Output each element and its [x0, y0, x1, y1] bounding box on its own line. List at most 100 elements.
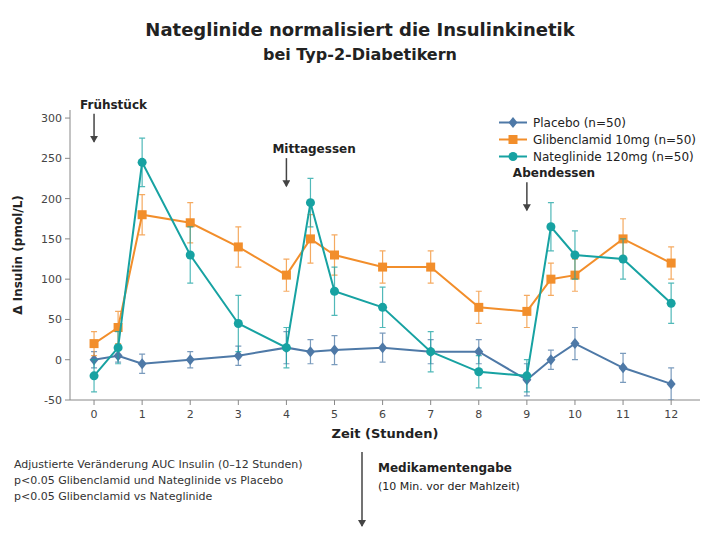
data-point [90, 371, 99, 380]
x-tick [382, 400, 383, 405]
data-point [546, 354, 555, 365]
data-point [546, 275, 555, 284]
x-tick [574, 400, 575, 405]
x-tick-label: 4 [283, 408, 290, 421]
data-point [474, 367, 483, 376]
data-point [306, 198, 315, 207]
dosing-arrow [361, 452, 363, 526]
y-tick [65, 359, 70, 360]
annotation-arrow [286, 158, 288, 186]
legend-marker [509, 135, 518, 144]
y-tick-label: 100 [41, 273, 62, 286]
y-tick [65, 319, 70, 320]
notes: Adjustierte Veränderung AUC Insulin (0–1… [14, 458, 302, 503]
data-point [474, 303, 483, 312]
data-point [306, 346, 315, 357]
data-point [619, 362, 628, 373]
x-tick [334, 400, 335, 405]
series [90, 138, 676, 392]
y-tick-label: 50 [48, 313, 62, 326]
legend-label: Placebo (n=50) [533, 116, 626, 130]
x-tick-label: 0 [91, 408, 98, 421]
note: p<0.05 Glibenclamid und Nateglinide vs P… [14, 474, 283, 487]
data-point [90, 339, 99, 348]
annotation-arrow [93, 114, 95, 142]
data-point [330, 345, 339, 356]
data-point [546, 222, 555, 231]
title: Nateglinide normalisiert die Insulinkine… [145, 19, 575, 40]
y-tick-label: 300 [41, 112, 62, 125]
y-tick-label: 250 [41, 152, 62, 165]
y-tick [65, 238, 70, 239]
legend-label: Nateglinide 120mg (n=50) [533, 150, 694, 164]
data-point [522, 371, 531, 380]
annotation-text: Frühstück [80, 98, 148, 112]
x-tick [190, 400, 191, 405]
data-point [426, 263, 435, 272]
x-tick [671, 400, 672, 405]
axes: -500501001502002503000123456789101112 [41, 110, 700, 421]
data-point [378, 342, 387, 353]
data-point [330, 251, 339, 260]
data-point [378, 263, 387, 272]
data-point [282, 271, 291, 280]
data-point [138, 358, 147, 369]
x-tick-label: 1 [139, 408, 146, 421]
x-tick [478, 400, 479, 405]
data-point [234, 319, 243, 328]
annotation-arrow [526, 182, 528, 210]
x-tick-label: 12 [664, 408, 678, 421]
data-point [186, 251, 195, 260]
x-tick-label: 8 [475, 408, 482, 421]
data-point [330, 287, 339, 296]
data-point [186, 218, 195, 227]
series [90, 328, 676, 401]
x-tick-label: 9 [523, 408, 530, 421]
y-tick-label: -50 [44, 394, 62, 407]
data-point [522, 307, 531, 316]
x-tick-label: 5 [331, 408, 338, 421]
legend-label: Glibenclamid 10mg (n=50) [533, 133, 696, 147]
x-tick [238, 400, 239, 405]
x-axis-label: Zeit (Stunden) [332, 426, 439, 441]
x-tick [430, 400, 431, 405]
x-tick [286, 400, 287, 405]
annotation-text: Abendessen [513, 166, 595, 180]
y-tick [65, 118, 70, 119]
dosing-text: (10 Min. vor der Mahlzeit) [378, 480, 520, 493]
y-axis-line [70, 110, 71, 400]
data-point [186, 354, 195, 365]
data-point [234, 242, 243, 251]
legend-marker [509, 152, 518, 161]
y-axis-label: Δ Insulin (pmol/L) [11, 195, 25, 315]
annotation-text: Mittagessen [272, 142, 355, 156]
data-point [570, 251, 579, 260]
data-point [282, 343, 291, 352]
x-tick-label: 10 [568, 408, 582, 421]
chart: Nateglinide normalisiert die Insulinkine… [0, 0, 720, 540]
data-point [306, 234, 315, 243]
data-point [426, 347, 435, 356]
plot-area [90, 138, 676, 400]
dosing-text: Medikamentengabe [378, 461, 512, 475]
y-tick-label: 150 [41, 233, 62, 246]
x-tick-label: 6 [379, 408, 386, 421]
data-point [667, 299, 676, 308]
data-point [138, 210, 147, 219]
x-tick [142, 400, 143, 405]
x-tick-label: 3 [235, 408, 242, 421]
legend: Placebo (n=50) Glibenclamid 10mg (n=50) Na… [499, 116, 696, 164]
data-point [667, 378, 676, 389]
x-tick-label: 2 [187, 408, 194, 421]
series-line [94, 162, 671, 375]
subtitle: bei Typ-2-Diabetikern [263, 45, 457, 64]
data-point [667, 259, 676, 268]
x-tick [94, 400, 95, 405]
y-tick [65, 158, 70, 159]
data-point [570, 338, 579, 349]
note: p<0.05 Glibenclamid vs Nateglinide [14, 490, 213, 503]
series [90, 195, 676, 356]
data-point [114, 343, 123, 352]
dosing-note: Medikamentengabe (10 Min. vor der Mahlzei… [362, 452, 520, 526]
y-tick-label: 0 [55, 354, 62, 367]
